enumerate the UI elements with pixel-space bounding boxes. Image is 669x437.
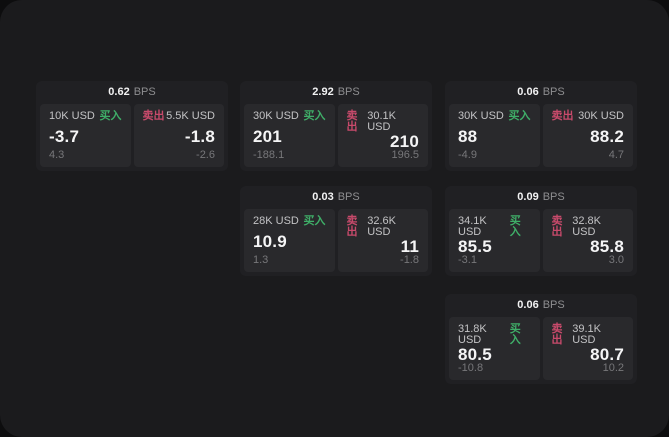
quote-card-header: 0.06 BPS <box>445 81 637 104</box>
quote-card-body: 31.8K USD 买入 80.5 -10.8 卖出 39.1K USD 80.… <box>445 317 637 384</box>
bps-value: 0.06 <box>517 299 539 311</box>
bps-value: 0.06 <box>517 86 539 98</box>
quote-card-body: 30K USD 买入 88 -4.9 卖出 30K USD 88.2 4.7 <box>445 104 637 171</box>
buy-price: 10.9 <box>253 231 287 251</box>
sell-quote-tile[interactable]: 卖出 32.6K USD 11 -1.8 <box>337 209 428 272</box>
quote-card: 0.03 BPS 28K USD 买入 10.9 1.3 卖出 32.6K US… <box>240 186 432 276</box>
sell-amount: 32.8K USD <box>572 215 601 238</box>
sell-button[interactable]: 卖出 <box>346 215 358 238</box>
bps-value: 0.09 <box>517 191 539 203</box>
sell-delta: -2.6 <box>196 149 215 161</box>
buy-amount: 31.8K USD <box>458 323 487 346</box>
sell-amount: 32.6K USD <box>367 215 396 238</box>
buy-quote-tile[interactable]: 30K USD 买入 88 -4.9 <box>449 104 540 167</box>
sell-button[interactable]: 卖出 <box>551 323 563 346</box>
quote-card-body: 30K USD 买入 201 -188.1 卖出 30.1K USD 210 1… <box>240 104 432 171</box>
buy-quote-tile[interactable]: 34.1K USD 买入 85.5 -3.1 <box>449 209 540 272</box>
quote-card: 0.62 BPS 10K USD 买入 -3.7 4.3 卖出 5.5K USD… <box>36 81 228 171</box>
sell-delta: -1.8 <box>400 254 419 266</box>
bps-unit-label: BPS <box>133 86 156 98</box>
buy-button[interactable]: 买入 <box>99 110 122 122</box>
quote-card: 0.09 BPS 34.1K USD 买入 85.5 -3.1 卖出 32.8K… <box>445 186 637 276</box>
bps-unit-label: BPS <box>542 299 565 311</box>
quote-card-header: 0.62 BPS <box>36 81 228 104</box>
quote-card-body: 10K USD 买入 -3.7 4.3 卖出 5.5K USD -1.8 -2.… <box>36 104 228 171</box>
sell-button[interactable]: 卖出 <box>142 110 165 122</box>
buy-delta: -4.9 <box>458 149 477 161</box>
sell-delta: 196.5 <box>391 149 419 161</box>
buy-delta: -188.1 <box>253 149 285 161</box>
buy-button[interactable]: 买入 <box>508 110 531 122</box>
sell-amount: 5.5K USD <box>166 110 215 122</box>
quote-card-header: 0.09 BPS <box>445 186 637 209</box>
buy-amount: 34.1K USD <box>458 215 487 238</box>
sell-quote-tile[interactable]: 卖出 30K USD 88.2 4.7 <box>542 104 633 167</box>
buy-delta: 1.3 <box>253 254 269 266</box>
bps-value: 2.92 <box>312 86 334 98</box>
quote-card: 0.06 BPS 31.8K USD 买入 80.5 -10.8 卖出 39.1… <box>445 294 637 384</box>
sell-delta: 10.2 <box>602 362 624 374</box>
bps-value: 0.62 <box>108 86 130 98</box>
buy-button[interactable]: 买入 <box>303 215 326 227</box>
sell-quote-tile[interactable]: 卖出 30.1K USD 210 196.5 <box>337 104 428 167</box>
buy-amount: 28K USD <box>253 215 299 227</box>
quote-card-header: 0.03 BPS <box>240 186 432 209</box>
bps-value: 0.03 <box>312 191 334 203</box>
bps-unit-label: BPS <box>337 86 360 98</box>
sell-delta: 3.0 <box>608 254 624 266</box>
buy-price: 80.5 <box>458 345 492 364</box>
buy-button[interactable]: 买入 <box>509 215 521 238</box>
bps-unit-label: BPS <box>542 86 565 98</box>
quote-card-header: 2.92 BPS <box>240 81 432 104</box>
buy-delta: -10.8 <box>458 362 484 374</box>
buy-delta: -3.1 <box>458 254 477 266</box>
sell-button[interactable]: 卖出 <box>346 110 358 133</box>
buy-amount: 10K USD <box>49 110 95 122</box>
sell-price: 88.2 <box>590 126 624 146</box>
buy-quote-tile[interactable]: 10K USD 买入 -3.7 4.3 <box>40 104 131 167</box>
buy-price: -3.7 <box>49 126 80 146</box>
sell-button[interactable]: 卖出 <box>551 215 563 238</box>
quote-card: 0.06 BPS 30K USD 买入 88 -4.9 卖出 30K USD 8… <box>445 81 637 171</box>
buy-amount: 30K USD <box>458 110 504 122</box>
buy-button[interactable]: 买入 <box>303 110 326 122</box>
sell-delta: 4.7 <box>608 149 624 161</box>
buy-amount: 30K USD <box>253 110 299 122</box>
sell-button[interactable]: 卖出 <box>551 110 574 122</box>
sell-quote-tile[interactable]: 卖出 32.8K USD 85.8 3.0 <box>542 209 633 272</box>
buy-quote-tile[interactable]: 30K USD 买入 201 -188.1 <box>244 104 335 167</box>
bps-unit-label: BPS <box>542 191 565 203</box>
sell-amount: 39.1K USD <box>572 323 601 346</box>
bps-unit-label: BPS <box>337 191 360 203</box>
sell-price: 210 <box>390 132 419 151</box>
sell-price: -1.8 <box>184 126 215 146</box>
quote-card-header: 0.06 BPS <box>445 294 637 317</box>
quote-card-body: 28K USD 买入 10.9 1.3 卖出 32.6K USD 11 -1.8 <box>240 209 432 276</box>
buy-quote-tile[interactable]: 31.8K USD 买入 80.5 -10.8 <box>449 317 540 380</box>
sell-price: 80.7 <box>590 345 624 364</box>
quote-card-body: 34.1K USD 买入 85.5 -3.1 卖出 32.8K USD 85.8… <box>445 209 637 276</box>
buy-button[interactable]: 买入 <box>509 323 521 346</box>
sell-quote-tile[interactable]: 卖出 5.5K USD -1.8 -2.6 <box>133 104 224 167</box>
quote-card: 2.92 BPS 30K USD 买入 201 -188.1 卖出 30.1K … <box>240 81 432 171</box>
buy-delta: 4.3 <box>49 149 65 161</box>
sell-quote-tile[interactable]: 卖出 39.1K USD 80.7 10.2 <box>542 317 633 380</box>
sell-price: 85.8 <box>590 237 624 256</box>
buy-quote-tile[interactable]: 28K USD 买入 10.9 1.3 <box>244 209 335 272</box>
sell-amount: 30.1K USD <box>367 110 396 133</box>
sell-amount: 30K USD <box>578 110 624 122</box>
sell-price: 11 <box>400 237 419 256</box>
buy-price: 88 <box>458 126 478 146</box>
buy-price: 201 <box>253 126 282 146</box>
buy-price: 85.5 <box>458 237 492 256</box>
